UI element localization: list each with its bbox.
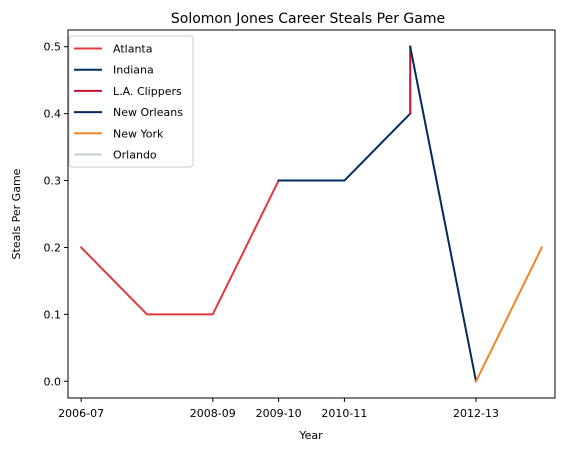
chart-title: Solomon Jones Career Steals Per Game bbox=[171, 11, 445, 27]
y-tick-label: 0.4 bbox=[44, 108, 62, 121]
legend-label-new-orleans: New Orleans bbox=[113, 106, 183, 119]
y-tick-label: 0.3 bbox=[44, 175, 62, 188]
x-axis-label: Year bbox=[298, 429, 323, 442]
legend-label-atlanta: Atlanta bbox=[113, 43, 152, 56]
x-tick-label: 2009-10 bbox=[256, 407, 302, 420]
legend-label-indiana: Indiana bbox=[113, 64, 154, 77]
y-axis-ticks: 0.0 0.1 0.2 0.3 0.4 0.5 bbox=[44, 41, 68, 388]
legend: Atlanta Indiana L.A. Clippers New Orleans Ne… bbox=[68, 35, 194, 168]
x-tick-label: 2006-07 bbox=[58, 407, 104, 420]
plot-frame bbox=[67, 29, 556, 399]
x-axis-ticks: 2006-07 2008-09 2009-10 2010-11 2012-13 bbox=[58, 398, 499, 420]
y-axis-label: Steals Per Game bbox=[10, 168, 23, 259]
y-tick-label: 0.5 bbox=[44, 41, 62, 54]
series-line-new-york bbox=[474, 246, 544, 383]
legend-box bbox=[68, 35, 194, 168]
series-lines bbox=[79, 45, 544, 383]
y-tick-label: 0.0 bbox=[44, 375, 62, 388]
legend-label-orlando: Orlando bbox=[113, 149, 157, 162]
y-tick-label: 0.2 bbox=[44, 241, 62, 254]
series-line-new-orleans bbox=[409, 45, 478, 383]
legend-label-new-york: New York bbox=[113, 127, 164, 140]
y-tick-label: 0.1 bbox=[44, 308, 62, 321]
series-line-indiana bbox=[277, 112, 412, 182]
legend-label-l-a-clippers: L.A. Clippers bbox=[113, 85, 182, 98]
x-tick-label: 2010-11 bbox=[321, 407, 367, 420]
x-tick-label: 2008-09 bbox=[190, 407, 236, 420]
x-tick-label: 2012-13 bbox=[453, 407, 499, 420]
series-line-atlanta bbox=[79, 179, 280, 316]
